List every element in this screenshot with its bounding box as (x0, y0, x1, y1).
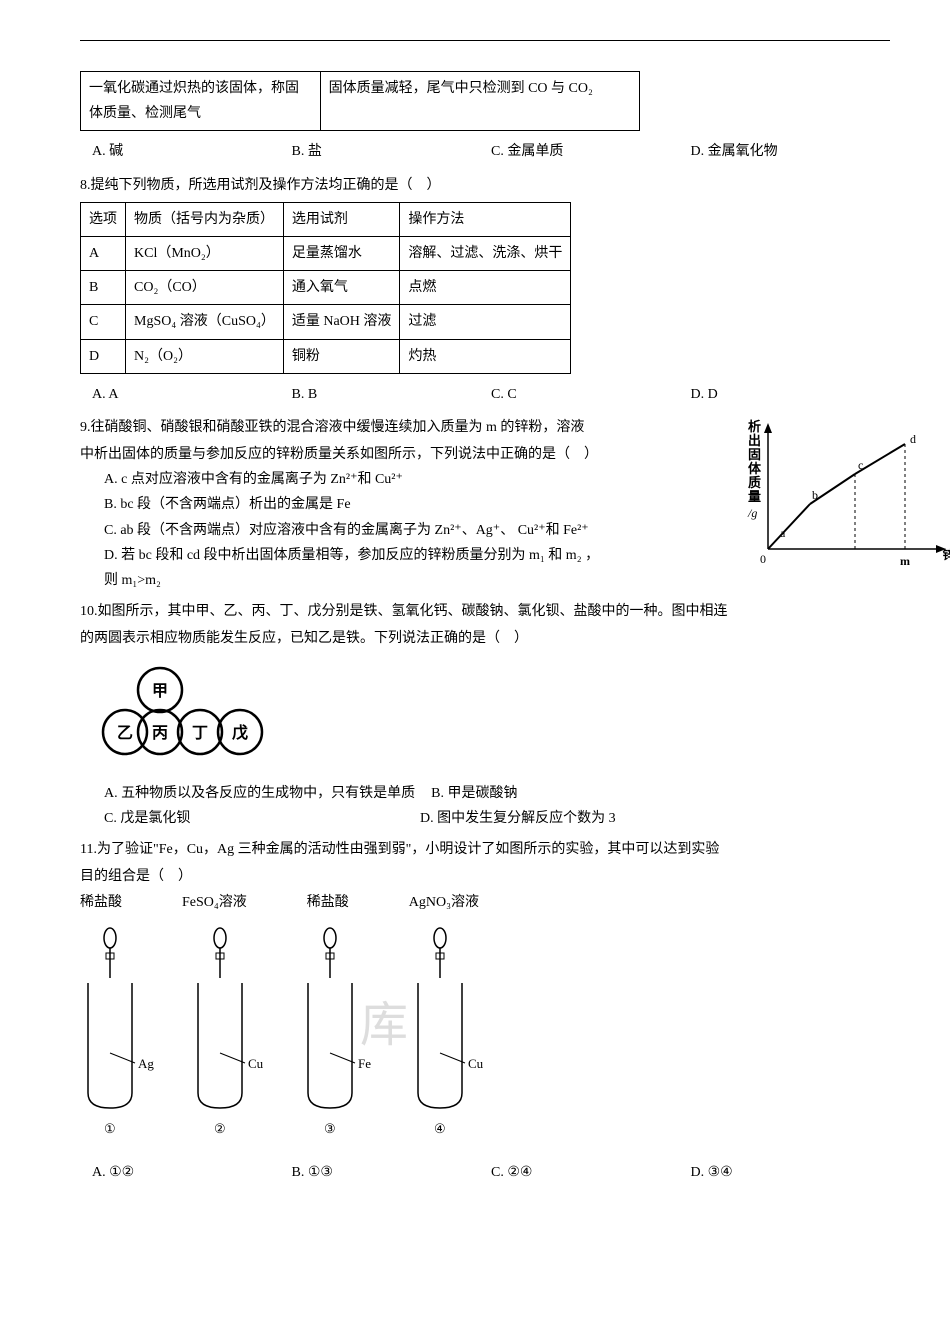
svg-text:析: 析 (748, 419, 761, 434)
q9-graph: 析 出 固 体 质 量 /g 0 a b c d m (740, 419, 950, 579)
q11-l3: 稀盐酸 (307, 890, 349, 915)
q8-opt-c: C. C (491, 382, 691, 407)
tube-1: Ag ① (88, 928, 154, 1136)
svg-text:固: 固 (748, 447, 761, 462)
svg-text:出: 出 (748, 433, 761, 448)
svg-text:/g: /g (747, 506, 757, 520)
q7-options: A. 碱 B. 盐 C. 金属单质 D. 金属氧化物 (80, 139, 890, 164)
table-row: C MgSO₄ 溶液（CuSO₄） 适量 NaOH 溶液 过滤 (81, 305, 571, 339)
q8-h4: 操作方法 (400, 202, 571, 236)
svg-text:m: m (900, 554, 910, 568)
q7-opt-c: C. 金属单质 (491, 139, 691, 164)
q10-row2: C. 戊是氯化钡 D. 图中发生复分解反应个数为 3 (80, 806, 890, 831)
svg-text:戊: 戊 (232, 723, 248, 742)
q10-opt-a: A. 五种物质以及各反应的生成物中，只有铁是单质 (80, 781, 415, 806)
q11-stem1: 11.为了验证"Fe，Cu，Ag 三种金属的活动性由强到弱"，小明设计了如图所示… (80, 837, 890, 862)
q11-opt-a: A. ①② (92, 1160, 292, 1185)
q11-l4: AgNO₃溶液 (409, 890, 479, 915)
q11-opt-d: D. ③④ (691, 1160, 891, 1185)
svg-text:丁: 丁 (192, 725, 208, 742)
q7-table: 一氧化碳通过炽热的该固体，称固体质量、检测尾气 固体质量减轻，尾气中只检测到 C… (80, 71, 640, 131)
q7-opt-b: B. 盐 (292, 139, 492, 164)
table-row: 选项 物质（括号内为杂质） 选用试剂 操作方法 (81, 202, 571, 236)
q8-opt-b: B. B (292, 382, 492, 407)
tube-2: Cu ② (198, 928, 264, 1136)
top-rule (80, 40, 890, 41)
q10-row1: A. 五种物质以及各反应的生成物中，只有铁是单质 B. 甲是碳酸钠 (80, 781, 890, 806)
q10-opt-b: B. 甲是碳酸钠 (431, 781, 517, 806)
svg-text:c: c (858, 458, 863, 472)
svg-text:Fe: Fe (358, 1056, 371, 1071)
q8-h2: 物质（括号内为杂质） (126, 202, 284, 236)
svg-text:a: a (780, 526, 786, 540)
svg-text:③: ③ (324, 1121, 336, 1136)
t1-r1c1: 一氧化碳通过炽热的该固体，称固体质量、检测尾气 (81, 72, 321, 131)
svg-text:Cu: Cu (248, 1056, 264, 1071)
q11-stem2: 目的组合是（ ） (80, 864, 890, 889)
svg-text:②: ② (214, 1121, 226, 1136)
svg-text:①: ① (104, 1121, 116, 1136)
t1-r1c2: 固体质量减轻，尾气中只检测到 CO 与 CO₂ (320, 72, 639, 131)
origin-label: 0 (760, 552, 766, 566)
q8-options: A. A B. B C. C D. D (80, 382, 890, 407)
q8-opt-d: D. D (691, 382, 891, 407)
q10-opt-c: C. 戊是氯化钡 (80, 806, 420, 831)
q11-opt-c: C. ②④ (491, 1160, 691, 1185)
q8-opt-a: A. A (92, 382, 292, 407)
q10-stem2: 的两圆表示相应物质能发生反应，已知乙是铁。下列说法正确的是（ ） (80, 626, 890, 651)
table-row: D N₂（O₂） 铜粉 灼热 (81, 339, 571, 373)
q7-opt-a: A. 碱 (92, 139, 292, 164)
q9-xlabel: 锌粉质量/g (943, 545, 950, 567)
q7-opt-d: D. 金属氧化物 (691, 139, 891, 164)
q10-opt-d: D. 图中发生复分解反应个数为 3 (420, 806, 616, 831)
tube-3: Fe ③ (308, 928, 371, 1136)
svg-text:甲: 甲 (152, 682, 168, 700)
q11-l1: 稀盐酸 (80, 890, 122, 915)
q11-options: A. ①② B. ①③ C. ②④ D. ③④ (80, 1160, 890, 1185)
svg-text:b: b (812, 488, 818, 502)
q11-l2: FeSO₄溶液 (182, 890, 247, 915)
q11-figure: 库 Ag ① Cu ② (80, 923, 890, 1152)
table-row: B CO₂（CO） 通入氧气 点燃 (81, 271, 571, 305)
svg-text:丙: 丙 (152, 724, 168, 742)
q9-block: 9.往硝酸铜、硝酸银和硝酸亚铁的混合溶液中缓慢连续加入质量为 m 的锌粉，溶液 … (80, 415, 890, 593)
tube-4: Cu ④ (418, 928, 484, 1136)
svg-text:④: ④ (434, 1121, 446, 1136)
svg-text:体: 体 (748, 461, 762, 476)
svg-text:d: d (910, 432, 916, 446)
q10-figure: 甲 乙 丙 丁 戊 (100, 662, 890, 771)
svg-text:乙: 乙 (117, 725, 133, 742)
q8-h1: 选项 (81, 202, 126, 236)
q8-stem: 8.提纯下列物质，所选用试剂及操作方法均正确的是（ ） (80, 173, 890, 198)
table-row: A KCl（MnO₂） 足量蒸馏水 溶解、过滤、洗涤、烘干 (81, 236, 571, 270)
svg-text:Ag: Ag (138, 1056, 154, 1071)
svg-text:Cu: Cu (468, 1056, 484, 1071)
q8-table: 选项 物质（括号内为杂质） 选用试剂 操作方法 A KCl（MnO₂） 足量蒸馏… (80, 202, 571, 374)
svg-text:质: 质 (748, 475, 761, 490)
q10-stem1: 10.如图所示，其中甲、乙、丙、丁、戊分别是铁、氢氧化钙、碳酸钠、氯化钡、盐酸中… (80, 599, 890, 624)
q11-opt-b: B. ①③ (292, 1160, 492, 1185)
q8-h3: 选用试剂 (283, 202, 400, 236)
q11-labels: 稀盐酸 FeSO₄溶液 稀盐酸 AgNO₃溶液 (80, 890, 890, 915)
svg-text:量: 量 (748, 489, 761, 504)
